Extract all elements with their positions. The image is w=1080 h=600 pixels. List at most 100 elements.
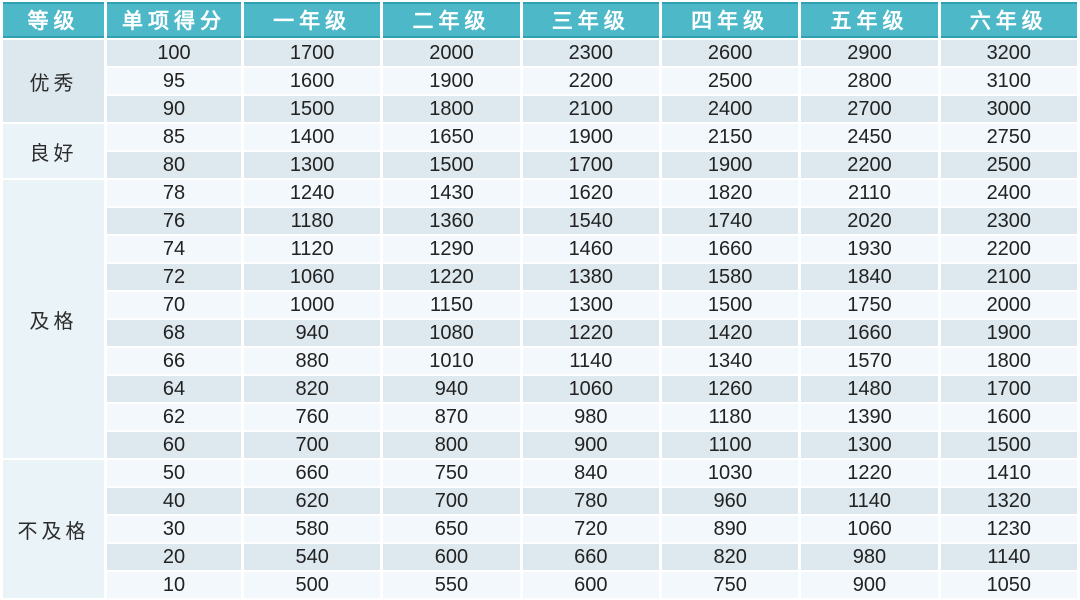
value-cell: 1240 xyxy=(244,180,381,206)
table-row: 64 820 940 1060 1260 1480 1700 xyxy=(3,376,1077,402)
score-cell: 40 xyxy=(107,488,241,514)
value-cell: 1800 xyxy=(383,96,520,122)
value-cell: 1320 xyxy=(940,488,1077,514)
table-row: 20 540 600 660 820 980 1140 xyxy=(3,544,1077,570)
table-row: 不及格 50 660 750 840 1030 1220 1410 xyxy=(3,460,1077,598)
value-cell: 3200 xyxy=(940,40,1077,66)
score-cell: 72 xyxy=(107,264,241,290)
value-cell: 1500 xyxy=(940,432,1077,458)
value-cell: 1120 xyxy=(244,236,381,262)
table-row: 66 880 1010 1140 1340 1570 1800 xyxy=(3,348,1077,374)
value-cell: 1740 xyxy=(661,208,799,234)
value-cell: 1660 xyxy=(801,320,938,346)
value-cell: 2800 xyxy=(801,68,938,94)
value-cell: 2200 xyxy=(940,236,1077,262)
value-cell: 1600 xyxy=(940,404,1077,430)
value-cell: 1150 xyxy=(383,292,520,318)
value-cell: 1540 xyxy=(522,208,659,234)
score-cell: 20 xyxy=(107,544,241,570)
value-cell: 960 xyxy=(661,488,799,514)
column-header-6: 五年级 xyxy=(801,2,938,38)
table-row: 30 580 650 720 890 1060 1230 xyxy=(3,516,1077,542)
score-cell: 30 xyxy=(107,516,241,542)
value-cell: 1180 xyxy=(661,404,799,430)
table-row: 90 1500 1800 2100 2400 2700 3000 xyxy=(3,96,1077,122)
value-cell: 980 xyxy=(801,544,938,570)
value-cell: 1290 xyxy=(383,236,520,262)
column-header-1: 单项得分 xyxy=(107,2,241,38)
value-cell: 1180 xyxy=(244,208,381,234)
value-cell: 600 xyxy=(383,544,520,570)
value-cell: 1140 xyxy=(522,348,659,374)
value-cell: 700 xyxy=(383,488,520,514)
value-cell: 2110 xyxy=(801,180,938,206)
value-cell: 1620 xyxy=(522,180,659,206)
row-group-label: 良好 xyxy=(3,124,104,178)
value-cell: 660 xyxy=(522,544,659,570)
value-cell: 1000 xyxy=(244,292,381,318)
value-cell: 2020 xyxy=(801,208,938,234)
value-cell: 1480 xyxy=(801,376,938,402)
value-cell: 1220 xyxy=(801,460,938,486)
value-cell: 980 xyxy=(522,404,659,430)
value-cell: 1900 xyxy=(940,320,1077,346)
value-cell: 2700 xyxy=(801,96,938,122)
score-cell: 78 xyxy=(107,180,241,206)
score-cell: 62 xyxy=(107,404,241,430)
value-cell: 580 xyxy=(244,516,381,542)
value-cell: 1700 xyxy=(522,152,659,178)
header-row: 等级 单项得分 一年级 二年级 三年级 四年级 五年级 六年级 xyxy=(3,2,1077,38)
column-header-0: 等级 xyxy=(3,2,104,38)
value-cell: 1410 xyxy=(940,460,1077,486)
table-row: 10 500 550 600 750 900 1050 xyxy=(3,572,1077,598)
value-cell: 2900 xyxy=(801,40,938,66)
table-row: 68 940 1080 1220 1420 1660 1900 xyxy=(3,320,1077,346)
value-cell: 1300 xyxy=(801,432,938,458)
value-cell: 1840 xyxy=(801,264,938,290)
table-row: 76 1180 1360 1540 1740 2020 2300 xyxy=(3,208,1077,234)
value-cell: 660 xyxy=(244,460,381,486)
value-cell: 1650 xyxy=(383,124,520,150)
row-group-label: 不及格 xyxy=(3,460,104,598)
score-cell: 60 xyxy=(107,432,241,458)
score-cell: 70 xyxy=(107,292,241,318)
column-header-3: 二年级 xyxy=(383,2,520,38)
row-group-label: 优秀 xyxy=(3,40,104,122)
value-cell: 2100 xyxy=(940,264,1077,290)
value-cell: 2300 xyxy=(940,208,1077,234)
table-row: 72 1060 1220 1380 1580 1840 2100 xyxy=(3,264,1077,290)
value-cell: 2750 xyxy=(940,124,1077,150)
score-cell: 68 xyxy=(107,320,241,346)
table-row: 良好 85 1400 1650 1900 2150 2450 2750 xyxy=(3,124,1077,178)
value-cell: 2200 xyxy=(522,68,659,94)
value-cell: 1900 xyxy=(661,152,799,178)
column-header-4: 三年级 xyxy=(522,2,659,38)
value-cell: 1580 xyxy=(661,264,799,290)
value-cell: 3000 xyxy=(940,96,1077,122)
value-cell: 900 xyxy=(522,432,659,458)
score-cell: 66 xyxy=(107,348,241,374)
value-cell: 1380 xyxy=(522,264,659,290)
value-cell: 720 xyxy=(522,516,659,542)
value-cell: 1900 xyxy=(383,68,520,94)
value-cell: 780 xyxy=(522,488,659,514)
score-cell: 80 xyxy=(107,152,241,178)
value-cell: 1050 xyxy=(940,572,1077,598)
value-cell: 2000 xyxy=(940,292,1077,318)
value-cell: 2000 xyxy=(383,40,520,66)
value-cell: 550 xyxy=(383,572,520,598)
score-cell: 85 xyxy=(107,124,241,150)
table-row: 62 760 870 980 1180 1390 1600 xyxy=(3,404,1077,430)
value-cell: 1080 xyxy=(383,320,520,346)
value-cell: 1060 xyxy=(522,376,659,402)
value-cell: 1500 xyxy=(244,96,381,122)
value-cell: 900 xyxy=(801,572,938,598)
value-cell: 1500 xyxy=(661,292,799,318)
score-cell: 76 xyxy=(107,208,241,234)
value-cell: 1930 xyxy=(801,236,938,262)
score-cell: 95 xyxy=(107,68,241,94)
value-cell: 1800 xyxy=(940,348,1077,374)
value-cell: 1060 xyxy=(801,516,938,542)
value-cell: 760 xyxy=(244,404,381,430)
